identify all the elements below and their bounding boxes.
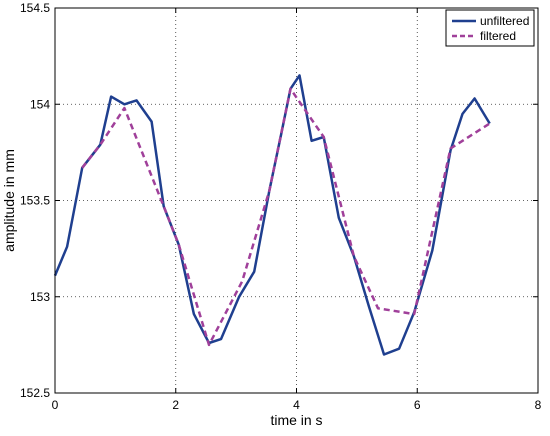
x-tick-label: 6 (414, 398, 421, 412)
y-tick-label: 154 (30, 97, 50, 111)
ticks-layer: 0 2 4 6 8 152.5 153 153.5 154 154.5 (20, 1, 542, 412)
legend-label-unfiltered: unfiltered (480, 14, 529, 28)
series-line-filtered (81, 87, 491, 347)
y-axis-label: amplitude in mm (1, 149, 17, 252)
x-tick-label: 2 (172, 398, 179, 412)
x-tick-label: 4 (293, 398, 300, 412)
y-tick-label: 154.5 (20, 1, 50, 15)
x-tick-label: 0 (52, 398, 59, 412)
legend-box (445, 9, 535, 47)
legend: unfiltered filtered (445, 9, 535, 47)
y-tick-label: 152.5 (20, 386, 50, 400)
y-tick-label: 153 (30, 290, 50, 304)
y-tick-label: 153.5 (20, 194, 50, 208)
x-tick-label: 8 (535, 398, 542, 412)
legend-label-filtered: filtered (480, 29, 516, 43)
x-axis-label: time in s (270, 412, 322, 428)
series-layer (53, 74, 491, 356)
grid-layer (55, 8, 538, 393)
